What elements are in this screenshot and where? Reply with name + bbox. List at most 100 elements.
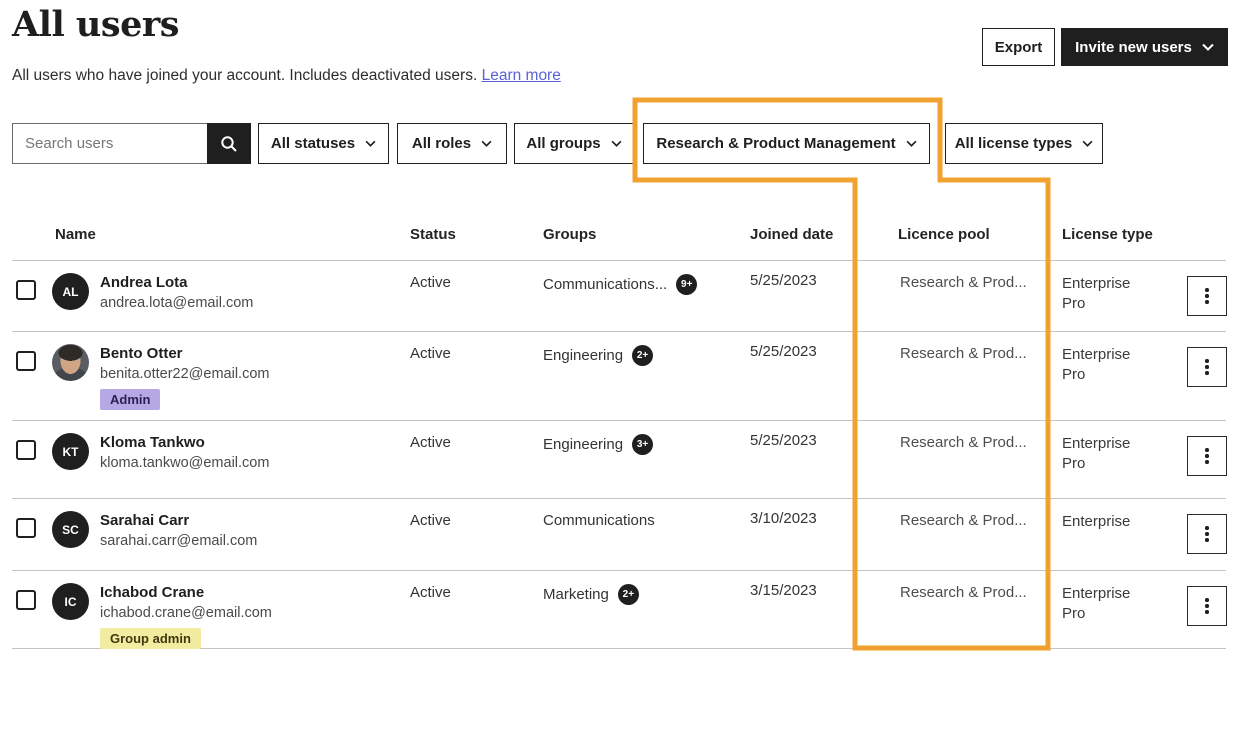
user-email: kloma.tankwo@email.com — [100, 455, 270, 471]
row-checkbox[interactable] — [16, 351, 36, 371]
avatar-initials: KT — [62, 444, 79, 459]
kebab-icon — [1205, 526, 1209, 530]
filter-all-roles-label: All roles — [411, 135, 472, 152]
user-groups: Communications... 9+ — [543, 274, 698, 295]
chevron-down-icon — [1082, 140, 1093, 147]
avatar-photo — [52, 344, 89, 381]
filter-all-license-types[interactable]: All license types — [945, 123, 1103, 164]
user-groups: Engineering 2+ — [543, 345, 654, 366]
filter-license-pool-label: Research & Product Management — [656, 135, 896, 152]
kebab-icon — [1205, 359, 1209, 363]
kebab-icon — [1205, 598, 1209, 602]
col-header-name: Name — [55, 226, 96, 243]
divider — [12, 420, 1226, 421]
licence-pool: Research & Prod... — [900, 274, 1027, 291]
joined-date: 3/15/2023 — [750, 582, 817, 599]
filter-all-statuses[interactable]: All statuses — [258, 123, 389, 164]
invite-new-users-label: Invite new users — [1075, 38, 1192, 56]
group-name: Marketing — [543, 586, 609, 603]
chevron-down-icon — [1202, 43, 1214, 51]
row-checkbox[interactable] — [16, 518, 36, 538]
group-name: Engineering — [543, 436, 624, 453]
table-row: Bento Otter benita.otter22@email.com Adm… — [0, 331, 1244, 420]
avatar: SC — [52, 511, 89, 548]
avatar: IC — [52, 583, 89, 620]
license-type: Enterprise Pro — [1062, 585, 1131, 622]
divider — [12, 331, 1226, 332]
row-checkbox[interactable] — [16, 590, 36, 610]
user-email: ichabod.crane@email.com — [100, 605, 272, 621]
export-button[interactable]: Export — [982, 28, 1055, 66]
user-status: Active — [410, 434, 451, 451]
licence-pool: Research & Prod... — [900, 434, 1027, 451]
avatar: KT — [52, 433, 89, 470]
table-row: KT Kloma Tankwo kloma.tankwo@email.com A… — [0, 420, 1244, 498]
group-count-badge[interactable]: 9+ — [676, 274, 698, 295]
group-name: Communications... — [543, 276, 668, 293]
user-status: Active — [410, 584, 451, 601]
user-name: Andrea Lota — [100, 274, 188, 291]
search-input[interactable] — [12, 123, 207, 164]
license-type: Enterprise Pro — [1062, 346, 1131, 383]
avatar-initials: IC — [64, 594, 77, 609]
user-groups: Engineering 3+ — [543, 434, 654, 455]
group-count-badge[interactable]: 2+ — [632, 345, 654, 366]
user-email: andrea.lota@email.com — [100, 295, 254, 311]
licence-pool: Research & Prod... — [900, 345, 1027, 362]
table-row: SC Sarahai Carr sarahai.carr@email.com A… — [0, 498, 1244, 570]
user-status: Active — [410, 274, 451, 291]
group-count-badge[interactable]: 2+ — [617, 584, 639, 605]
divider — [12, 498, 1226, 499]
joined-date: 3/10/2023 — [750, 510, 817, 527]
filter-all-license-types-label: All license types — [954, 135, 1073, 152]
user-email: sarahai.carr@email.com — [100, 533, 258, 549]
table-row: AL Andrea Lota andrea.lota@email.com Act… — [0, 260, 1244, 331]
divider — [12, 648, 1226, 649]
table-row: IC Ichabod Crane ichabod.crane@email.com… — [0, 570, 1244, 649]
avatar-initials: SC — [62, 522, 79, 537]
chevron-down-icon — [481, 140, 492, 147]
col-header-joined-date: Joined date — [750, 226, 834, 243]
learn-more-link[interactable]: Learn more — [481, 67, 561, 84]
admin-badge: Admin — [100, 389, 161, 410]
group-admin-badge: Group admin — [100, 628, 201, 649]
page-subtitle: All users who have joined your account. … — [12, 67, 561, 85]
row-actions-menu-button[interactable] — [1187, 276, 1227, 316]
col-header-license-type: License type — [1062, 226, 1153, 243]
avatar-initials: AL — [62, 284, 79, 299]
license-type: Enterprise — [1062, 513, 1131, 530]
divider — [12, 570, 1226, 571]
row-actions-menu-button[interactable] — [1187, 514, 1227, 554]
user-status: Active — [410, 512, 451, 529]
page-title: All users — [12, 4, 180, 45]
user-groups: Marketing 2+ — [543, 584, 639, 605]
user-groups: Communications — [543, 512, 655, 529]
user-name: Bento Otter — [100, 345, 183, 362]
row-checkbox[interactable] — [16, 440, 36, 460]
row-actions-menu-button[interactable] — [1187, 436, 1227, 476]
group-name: Communications — [543, 512, 655, 529]
filter-all-groups[interactable]: All groups — [514, 123, 634, 164]
kebab-icon — [1205, 288, 1209, 292]
filter-all-roles[interactable]: All roles — [397, 123, 507, 164]
chevron-down-icon — [906, 140, 917, 147]
divider — [12, 260, 1226, 261]
group-name: Engineering — [543, 347, 624, 364]
row-actions-menu-button[interactable] — [1187, 347, 1227, 387]
page-subtitle-text: All users who have joined your account. … — [12, 67, 478, 84]
search-button[interactable] — [207, 123, 251, 164]
license-type: Enterprise Pro — [1062, 275, 1131, 312]
joined-date: 5/25/2023 — [750, 343, 817, 360]
row-checkbox[interactable] — [16, 280, 36, 300]
joined-date: 5/25/2023 — [750, 272, 817, 289]
filter-all-groups-label: All groups — [526, 135, 601, 152]
filter-all-statuses-label: All statuses — [270, 135, 356, 152]
group-count-badge[interactable]: 3+ — [632, 434, 654, 455]
license-type: Enterprise Pro — [1062, 435, 1131, 472]
user-name: Sarahai Carr — [100, 512, 190, 529]
filter-license-pool[interactable]: Research & Product Management — [643, 123, 930, 164]
row-actions-menu-button[interactable] — [1187, 586, 1227, 626]
invite-new-users-button[interactable]: Invite new users — [1061, 28, 1228, 66]
user-email: benita.otter22@email.com — [100, 366, 270, 382]
